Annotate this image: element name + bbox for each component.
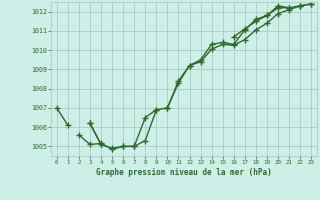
- X-axis label: Graphe pression niveau de la mer (hPa): Graphe pression niveau de la mer (hPa): [96, 168, 272, 177]
